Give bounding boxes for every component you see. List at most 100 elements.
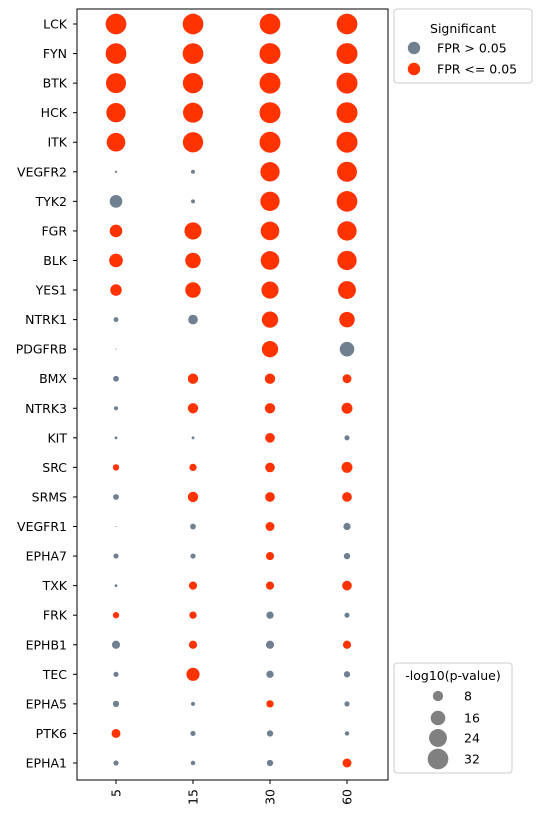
data-point [265, 462, 275, 473]
y-tick-label: SRC [42, 460, 67, 475]
data-point [113, 494, 119, 500]
data-point [186, 667, 200, 681]
legend-size-label: 8 [464, 689, 472, 704]
data-point [114, 170, 118, 173]
data-point [264, 373, 276, 384]
legend-size-label: 24 [464, 731, 480, 746]
data-point [337, 250, 357, 271]
y-tick-label: TEC [42, 667, 68, 682]
legend-marker-not-significant [407, 41, 421, 55]
data-point [265, 522, 275, 531]
y-tick-label: HCK [41, 105, 68, 120]
data-point [187, 491, 199, 503]
y-tick-label: EPHA7 [26, 549, 67, 564]
data-point [265, 552, 275, 561]
data-point [344, 701, 350, 707]
y-tick-label: EPHB1 [26, 637, 67, 652]
data-point [113, 406, 119, 411]
data-point [342, 758, 352, 768]
data-point [260, 162, 280, 182]
data-point [344, 435, 350, 441]
data-point [336, 43, 358, 65]
data-point [266, 730, 274, 737]
data-point [113, 317, 119, 323]
data-point [260, 251, 280, 270]
data-point [188, 640, 198, 649]
data-point [111, 640, 121, 649]
y-tick-label: NTRK3 [25, 401, 67, 416]
y-tick-label: VEGFR2 [17, 164, 67, 179]
data-point [342, 492, 352, 502]
data-point [266, 611, 274, 619]
data-point [191, 199, 195, 204]
data-point [183, 102, 203, 123]
data-point [185, 282, 201, 298]
x-tick-label: 60 [340, 789, 355, 805]
data-point [110, 284, 122, 296]
data-point [342, 374, 352, 384]
data-point [259, 131, 281, 153]
data-point [115, 525, 117, 528]
data-point [113, 375, 119, 382]
data-point [190, 523, 196, 530]
y-tick-label: NTRK1 [25, 312, 67, 327]
y-tick-label: EPHA1 [26, 756, 67, 771]
y-tick-label: VEGFR1 [17, 519, 67, 534]
data-point [191, 169, 195, 174]
x-tick-label: 15 [186, 789, 201, 805]
data-point [344, 731, 350, 736]
data-point [341, 402, 353, 414]
data-point [112, 612, 120, 619]
data-point [112, 464, 120, 471]
data-point [106, 132, 126, 152]
legend-title: -log10(p-value) [405, 668, 500, 683]
data-point [182, 132, 204, 153]
data-point [190, 760, 196, 766]
legend-label-not-significant: FPR > 0.05 [437, 41, 507, 56]
data-point [184, 222, 202, 240]
data-point [337, 161, 357, 182]
y-tick-label: BTK [43, 76, 68, 91]
data-point [191, 436, 195, 440]
data-point [111, 728, 121, 738]
y-tick-label: FGR [41, 223, 67, 238]
y-tick-label: FYN [43, 46, 67, 61]
y-tick-label: EPHA5 [26, 696, 67, 711]
x-tick-label: 5 [109, 789, 124, 797]
data-point [191, 701, 195, 706]
data-point [188, 581, 198, 590]
y-axis: LCK FYN BTK HCK ITK VEGFR2 TYK2 FGR BLK YES1 NTRK1… [16, 17, 77, 771]
data-point [182, 43, 204, 64]
legend-label-significant: FPR <= 0.05 [437, 62, 517, 77]
data-point [342, 580, 352, 591]
data-points [105, 13, 358, 768]
data-point [105, 43, 127, 64]
data-point [260, 221, 280, 241]
data-point [344, 612, 350, 618]
legend-box [393, 662, 513, 774]
data-point [265, 433, 275, 443]
legend-box [393, 8, 533, 84]
legend-size-marker [427, 748, 449, 770]
data-point [114, 436, 118, 440]
legend-size-label: 32 [464, 752, 480, 767]
data-point [182, 13, 204, 35]
data-point [259, 43, 281, 65]
data-point [105, 13, 127, 35]
legend-size-marker [432, 690, 444, 702]
data-point [190, 730, 196, 737]
data-point [266, 700, 274, 708]
y-tick-label: BLK [43, 253, 68, 268]
data-point [190, 553, 196, 559]
data-point [187, 403, 199, 414]
y-tick-label: FRK [43, 608, 68, 623]
y-tick-label: PDGFRB [16, 342, 67, 357]
y-tick-label: SRMS [32, 489, 67, 504]
data-point [265, 492, 275, 502]
legend-marker-significant [407, 62, 421, 76]
data-point [341, 461, 353, 473]
data-point [106, 103, 126, 123]
data-point [106, 73, 126, 94]
data-point [338, 281, 356, 299]
data-point [266, 759, 274, 767]
